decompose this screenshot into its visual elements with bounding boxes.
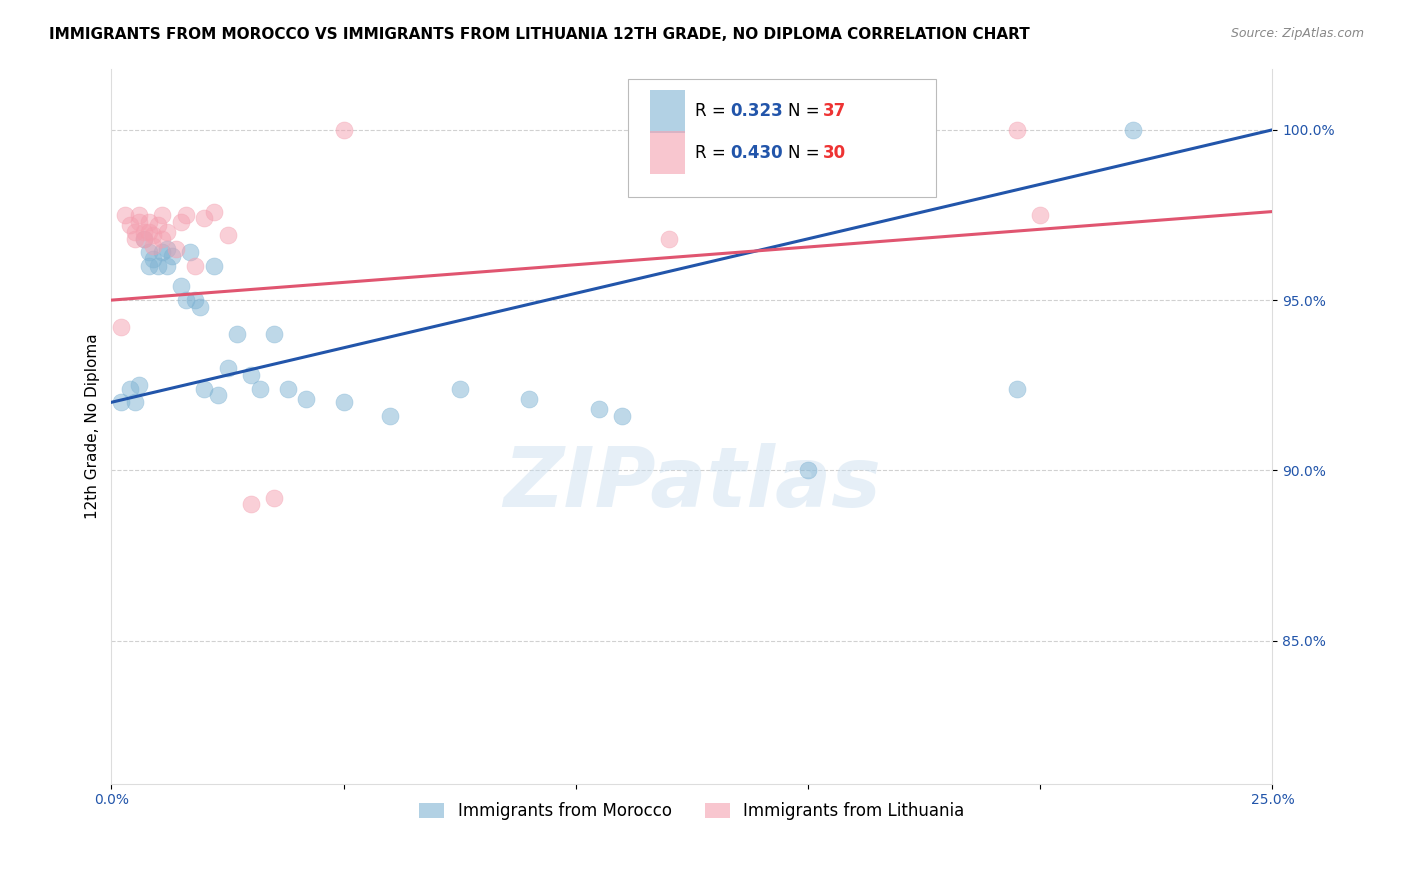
Immigrants from Lithuania	[138, 225, 160, 239]
Immigrants from Lithuania	[152, 232, 174, 246]
Immigrants from Morocco	[170, 279, 193, 293]
Immigrants from Morocco	[519, 392, 541, 406]
Immigrants from Lithuania	[142, 228, 165, 243]
Immigrants from Morocco	[1005, 382, 1028, 396]
Immigrants from Morocco	[179, 245, 201, 260]
Immigrants from Lithuania	[165, 242, 187, 256]
FancyBboxPatch shape	[650, 131, 685, 174]
Immigrants from Lithuania	[170, 215, 193, 229]
Immigrants from Morocco	[174, 293, 197, 307]
Immigrants from Morocco	[156, 242, 179, 256]
Immigrants from Morocco	[146, 259, 169, 273]
Immigrants from Morocco	[239, 368, 262, 382]
Immigrants from Morocco	[449, 382, 471, 396]
Immigrants from Morocco	[612, 409, 634, 423]
Immigrants from Morocco	[207, 388, 229, 402]
Immigrants from Morocco	[193, 382, 215, 396]
Immigrants from Morocco	[128, 378, 150, 392]
Immigrants from Morocco	[797, 463, 820, 477]
Immigrants from Lithuania	[239, 498, 262, 512]
Text: Source: ZipAtlas.com: Source: ZipAtlas.com	[1230, 27, 1364, 40]
Immigrants from Morocco	[138, 245, 160, 260]
Immigrants from Morocco	[277, 382, 299, 396]
Immigrants from Lithuania	[193, 211, 215, 226]
Y-axis label: 12th Grade, No Diploma: 12th Grade, No Diploma	[86, 334, 100, 519]
Immigrants from Lithuania	[110, 320, 132, 334]
Text: N =: N =	[789, 144, 825, 162]
Immigrants from Lithuania	[152, 208, 174, 222]
Immigrants from Lithuania	[124, 232, 146, 246]
Immigrants from Morocco	[110, 395, 132, 409]
Immigrants from Lithuania	[202, 204, 225, 219]
Immigrants from Lithuania	[146, 218, 169, 232]
Immigrants from Morocco	[188, 300, 211, 314]
Text: IMMIGRANTS FROM MOROCCO VS IMMIGRANTS FROM LITHUANIA 12TH GRADE, NO DIPLOMA CORR: IMMIGRANTS FROM MOROCCO VS IMMIGRANTS FR…	[49, 27, 1031, 42]
Text: 37: 37	[823, 103, 846, 120]
Immigrants from Lithuania	[128, 215, 150, 229]
Immigrants from Lithuania	[658, 232, 681, 246]
Immigrants from Morocco	[184, 293, 207, 307]
Legend: Immigrants from Morocco, Immigrants from Lithuania: Immigrants from Morocco, Immigrants from…	[415, 797, 970, 825]
Text: 0.430: 0.430	[730, 144, 783, 162]
Text: 30: 30	[823, 144, 846, 162]
Immigrants from Lithuania	[132, 232, 155, 246]
Immigrants from Morocco	[263, 327, 285, 342]
Text: N =: N =	[789, 103, 825, 120]
Immigrants from Morocco	[225, 327, 247, 342]
Immigrants from Morocco	[217, 361, 239, 376]
Immigrants from Lithuania	[156, 225, 179, 239]
Immigrants from Morocco	[202, 259, 225, 273]
Immigrants from Morocco	[124, 395, 146, 409]
Immigrants from Morocco	[588, 402, 610, 417]
Immigrants from Lithuania	[138, 215, 160, 229]
Text: R =: R =	[696, 103, 731, 120]
Immigrants from Lithuania	[142, 238, 165, 252]
FancyBboxPatch shape	[650, 90, 685, 133]
Immigrants from Morocco	[152, 245, 174, 260]
Immigrants from Lithuania	[128, 208, 150, 222]
Immigrants from Lithuania	[124, 225, 146, 239]
Immigrants from Morocco	[142, 252, 165, 267]
Immigrants from Lithuania	[217, 228, 239, 243]
Text: 0.323: 0.323	[730, 103, 783, 120]
Immigrants from Lithuania	[174, 208, 197, 222]
Immigrants from Morocco	[295, 392, 318, 406]
Immigrants from Morocco	[118, 382, 141, 396]
FancyBboxPatch shape	[628, 79, 936, 197]
Immigrants from Morocco	[332, 395, 354, 409]
Immigrants from Lithuania	[118, 218, 141, 232]
Immigrants from Morocco	[132, 232, 155, 246]
Immigrants from Lithuania	[1029, 208, 1052, 222]
Immigrants from Lithuania	[263, 491, 285, 505]
Immigrants from Lithuania	[132, 225, 155, 239]
Immigrants from Lithuania	[332, 123, 354, 137]
Immigrants from Morocco	[160, 249, 183, 263]
Immigrants from Morocco	[378, 409, 401, 423]
Immigrants from Morocco	[249, 382, 271, 396]
Immigrants from Lithuania	[114, 208, 136, 222]
Immigrants from Lithuania	[184, 259, 207, 273]
Immigrants from Morocco	[1122, 123, 1144, 137]
Text: R =: R =	[696, 144, 731, 162]
Immigrants from Lithuania	[1005, 123, 1028, 137]
Immigrants from Morocco	[156, 259, 179, 273]
Immigrants from Morocco	[138, 259, 160, 273]
Text: ZIPatlas: ZIPatlas	[503, 442, 880, 524]
